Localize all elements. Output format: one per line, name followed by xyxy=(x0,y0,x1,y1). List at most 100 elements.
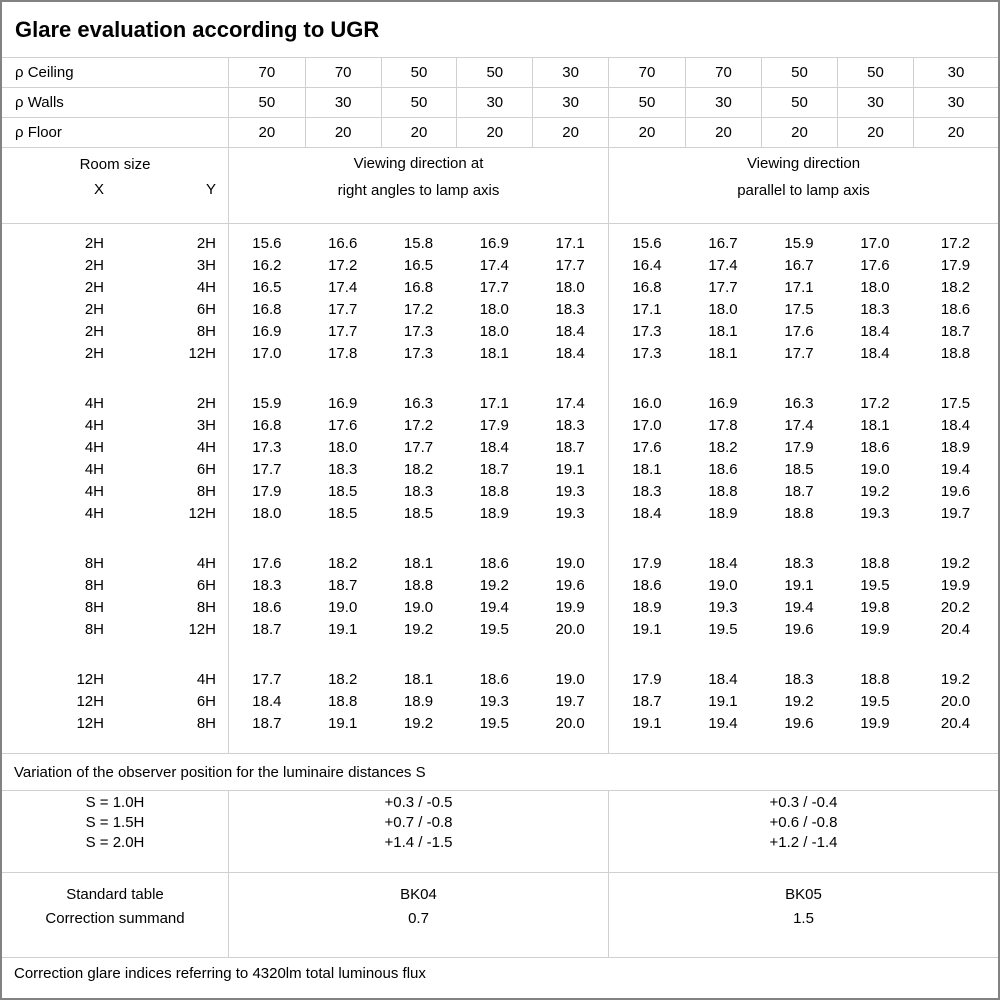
room-y: 12H xyxy=(188,345,216,362)
table-row: 4H 12H 18.0 18.5 18.5 18.9 19.3 18.4 18.9 18.8 19.… xyxy=(2,503,998,525)
group-right-angles: 15.6 16.6 15.8 16.9 17.1 xyxy=(228,233,608,255)
group-parallel: 17.0 17.8 17.4 18.1 18.4 xyxy=(608,415,998,437)
table-row: 8H 6H 18.3 18.7 18.8 19.2 19.6 18.6 19.0 19.1 19.5… xyxy=(2,575,998,597)
group-parallel: 18.9 19.3 19.4 19.8 20.2 xyxy=(608,597,998,619)
ugr-value: 16.8 xyxy=(252,417,282,434)
ugr-value: 18.6 xyxy=(479,555,509,572)
reflectance-value: 50 xyxy=(638,94,656,111)
group-parallel: 19.1 19.4 19.6 19.9 20.4 xyxy=(608,713,998,735)
ugr-value: 15.6 xyxy=(632,235,662,252)
reflectance-value: 20 xyxy=(456,118,532,147)
room-x: 4H xyxy=(84,483,104,500)
reflectance-value: 50 xyxy=(456,58,532,87)
reflectance-group: 50 30 50 30 30 xyxy=(228,88,608,117)
ugr-value: 19.3 xyxy=(860,505,890,522)
ugr-value: 18.3 xyxy=(632,483,662,500)
group-parallel: 18.4 18.9 18.8 19.3 19.7 xyxy=(608,503,998,525)
room-cell: 12H 4H xyxy=(2,669,228,691)
ugr-value: 17.0 xyxy=(252,345,282,362)
ugr-value: 19.5 xyxy=(708,621,738,638)
room-x: 4H xyxy=(84,417,104,434)
ugr-value: 18.6 xyxy=(632,577,662,594)
ugr-value: 17.7 xyxy=(328,323,358,340)
reflectance-row: ρ Walls 50 30 50 30 30 50 30 50 30 30 xyxy=(2,88,998,118)
ugr-value: 18.8 xyxy=(328,693,358,710)
ugr-value: 18.7 xyxy=(328,577,358,594)
room-cell xyxy=(2,365,228,393)
ugr-value: 16.5 xyxy=(252,279,282,296)
ugr-value: 18.2 xyxy=(328,671,358,688)
reflectance-rows: ρ Ceiling 70 70 50 50 30 70 70 50 50 30 ρ Walls 50 30… xyxy=(2,58,998,148)
ugr-value: 16.5 xyxy=(403,257,434,274)
group-parallel: 18.1 18.6 18.5 19.0 19.4 xyxy=(608,459,998,481)
group-right-angles: 16.8 17.7 17.2 18.0 18.3 xyxy=(228,299,608,321)
ugr-value: 19.0 xyxy=(403,599,434,616)
room-y: 4H xyxy=(196,671,216,688)
reflectance-value: 30 xyxy=(456,88,532,117)
room-cell xyxy=(2,641,228,669)
ugr-value: 18.8 xyxy=(403,577,434,594)
group-right-angles: 18.0 18.5 18.5 18.9 19.3 xyxy=(228,503,608,525)
ugr-value: 17.7 xyxy=(708,279,738,296)
group-parallel: 16.8 17.7 17.1 18.0 18.2 xyxy=(608,277,998,299)
ugr-value: 18.2 xyxy=(328,555,358,572)
room-y: 6H xyxy=(196,693,216,710)
group-header-right-angles: Viewing direction at right angles to lamp… xyxy=(228,148,608,223)
ugr-value: 19.1 xyxy=(555,461,585,478)
header-line: parallel to lamp axis xyxy=(737,182,870,199)
reflectance-value: 50 xyxy=(380,88,457,117)
ugr-value: 15.9 xyxy=(784,235,814,252)
ugr-value: 18.1 xyxy=(708,323,738,340)
ugr-value: 19.5 xyxy=(860,577,890,594)
ugr-value: 16.9 xyxy=(252,323,282,340)
ugr-value: 19.0 xyxy=(860,461,890,478)
ugr-value: 18.7 xyxy=(940,323,971,340)
room-y: 4H xyxy=(196,439,216,456)
group-parallel: 16.0 16.9 16.3 17.2 17.5 xyxy=(608,393,998,415)
ugr-value: 19.3 xyxy=(555,505,585,522)
ugr-value: 17.3 xyxy=(252,439,282,456)
reflectance-value: 50 xyxy=(761,58,837,87)
ugr-value: 17.4 xyxy=(328,279,358,296)
ugr-value: 18.7 xyxy=(479,461,509,478)
ugr-value: 17.4 xyxy=(479,257,509,274)
standard-row-value: 1.5 xyxy=(793,910,814,927)
ugr-value: 18.8 xyxy=(784,505,814,522)
group-parallel: 18.6 19.0 19.1 19.5 19.9 xyxy=(608,575,998,597)
ugr-value: 18.3 xyxy=(784,671,814,688)
ugr-value: 18.6 xyxy=(860,439,890,456)
group-header-parallel: Viewing direction parallel to lamp axis xyxy=(608,148,998,223)
group-right-angles: 16.9 17.7 17.3 18.0 18.4 xyxy=(228,321,608,343)
ugr-value: 18.9 xyxy=(632,599,662,616)
ugr-value: 18.4 xyxy=(940,417,971,434)
ugr-value: 19.3 xyxy=(708,599,738,616)
ugr-value: 20.0 xyxy=(555,621,585,638)
room-cell xyxy=(2,525,228,553)
ugr-value: 17.5 xyxy=(784,301,814,318)
ugr-value: 17.1 xyxy=(784,279,814,296)
reflectance-value: 30 xyxy=(532,88,608,117)
room-y: 8H xyxy=(196,323,216,340)
room-cell: 2H 8H xyxy=(2,321,228,343)
ugr-value: 18.4 xyxy=(708,555,738,572)
ugr-value: 18.6 xyxy=(940,301,971,318)
ugr-value: 19.2 xyxy=(403,621,434,638)
ugr-value: 18.9 xyxy=(940,439,971,456)
ugr-value: 17.7 xyxy=(252,461,282,478)
ugr-value: 18.7 xyxy=(252,715,282,732)
standard-row-label: Correction summand xyxy=(45,910,185,927)
table-row: 2H 3H 16.2 17.2 16.5 17.4 17.7 16.4 17.4 16.7 17.6… xyxy=(2,255,998,277)
ugr-value: 16.9 xyxy=(328,395,358,412)
gap-row xyxy=(2,525,998,553)
group-right-angles: 16.8 17.6 17.2 17.9 18.3 xyxy=(228,415,608,437)
reflectance-value: 30 xyxy=(913,88,998,117)
room-x: 2H xyxy=(84,279,104,296)
standard-row-value: BK05 xyxy=(785,886,822,903)
ugr-value: 18.6 xyxy=(479,671,509,688)
room-y: 6H xyxy=(196,577,216,594)
reflectance-row: ρ Ceiling 70 70 50 50 30 70 70 50 50 30 xyxy=(2,58,998,88)
ugr-value: 16.8 xyxy=(632,279,662,296)
ugr-value: 19.9 xyxy=(860,715,890,732)
ugr-value: 19.4 xyxy=(479,599,509,616)
reflectance-value: 20 xyxy=(837,118,913,147)
